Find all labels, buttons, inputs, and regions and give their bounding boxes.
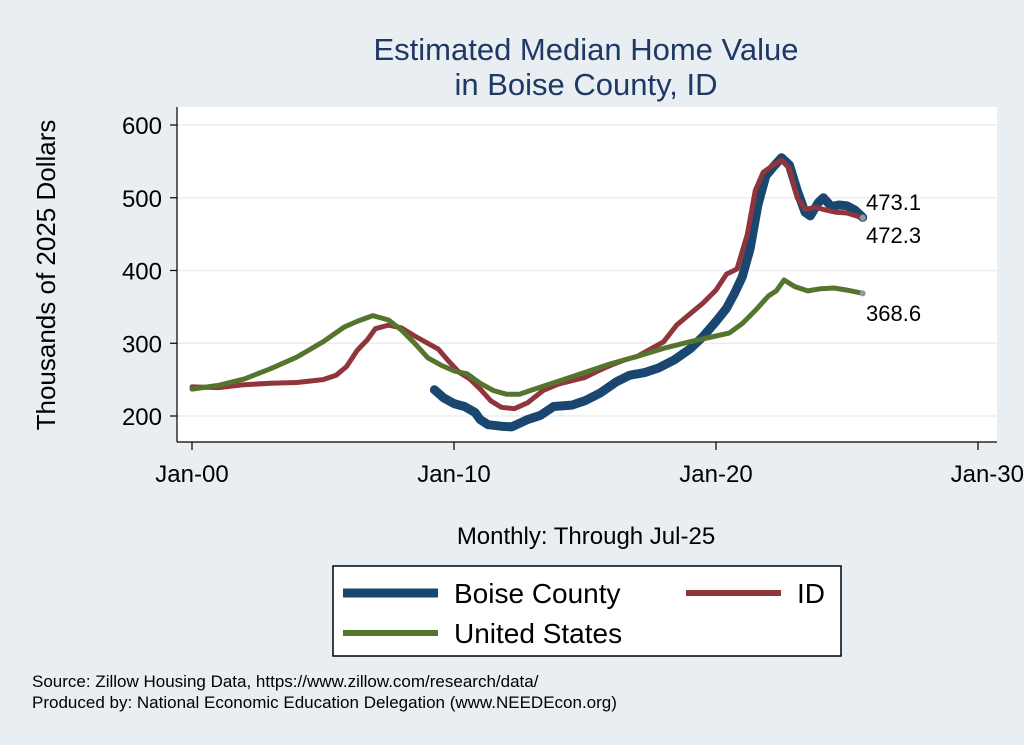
y-tick-label-600: 600: [122, 113, 162, 140]
legend: Boise County ID United States: [332, 565, 842, 657]
legend-label-boise-county: Boise County: [454, 578, 621, 609]
y-tick-label-300: 300: [122, 331, 162, 358]
series-line-id: [189, 157, 866, 412]
y-axis-label: Thousands of 2025 Dollars: [31, 120, 61, 431]
y-tick-label-500: 500: [122, 186, 162, 213]
end-label-id: 472.3: [866, 223, 921, 248]
chart-title-line-1: Estimated Median Home Value: [373, 32, 798, 67]
gridlines: [177, 124, 997, 417]
legend-box: [332, 565, 842, 657]
chart-title-line-2: in Boise County, ID: [454, 67, 717, 102]
y-tick-label-400: 400: [122, 259, 162, 286]
series-line-boise-county: [429, 153, 868, 432]
y-tick-label-200: 200: [122, 404, 162, 431]
legend-label-united-states: United States: [454, 618, 622, 649]
x-tick-label-jan-30: Jan-30: [951, 461, 1024, 488]
source-note: Source: Zillow Housing Data, https://www…: [32, 672, 539, 691]
series-lines: [189, 153, 868, 432]
y-axis: 200 300 400 500 600: [122, 107, 178, 442]
x-tick-label-jan-20: Jan-20: [679, 461, 752, 488]
x-axis-label: Monthly: Through Jul-25: [457, 523, 715, 550]
series-line-united-states: [189, 277, 866, 397]
x-tick-label-jan-00: Jan-00: [155, 461, 228, 488]
end-labels: 473.1 472.3 368.6: [866, 190, 921, 326]
producer-note: Produced by: National Economic Education…: [32, 693, 617, 712]
x-axis: Jan-00 Jan-10 Jan-20 Jan-30: [155, 441, 1024, 488]
series-end-marker-id: [859, 214, 866, 221]
x-tick-label-jan-10: Jan-10: [417, 461, 490, 488]
series-end-marker-united-states: [859, 290, 866, 297]
end-label-united-states: 368.6: [866, 301, 921, 326]
end-label-boise-county: 473.1: [866, 190, 921, 215]
legend-label-id: ID: [797, 578, 825, 609]
plot-area: [177, 107, 997, 442]
